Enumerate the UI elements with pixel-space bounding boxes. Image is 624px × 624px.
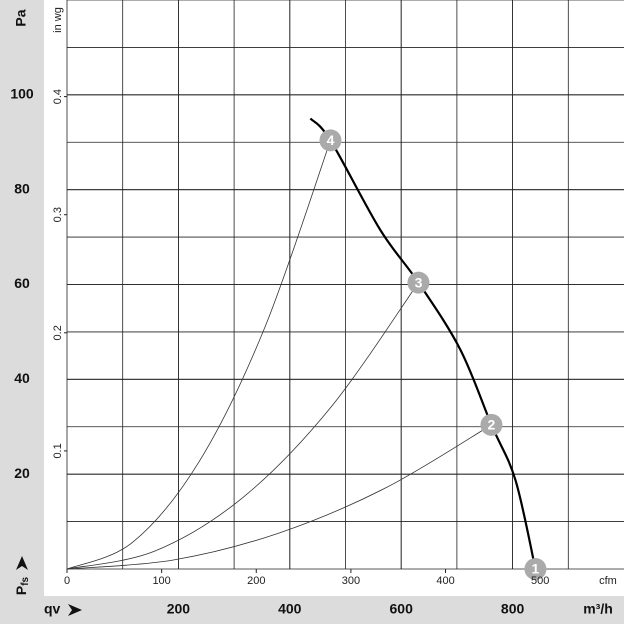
x2-tick-label: 0 bbox=[64, 575, 70, 587]
y-label-sub: fs bbox=[20, 576, 31, 585]
x2-tick-label: 200 bbox=[247, 575, 265, 587]
y-tick-label: 20 bbox=[14, 465, 30, 481]
y-unit: Pa bbox=[13, 9, 29, 26]
x2-unit: cfm bbox=[599, 575, 617, 587]
x-tick-label: 200 bbox=[167, 601, 191, 617]
y2-tick-label: 0.2 bbox=[52, 325, 64, 340]
y-tick-label: 60 bbox=[14, 275, 30, 291]
x2-tick-label: 100 bbox=[152, 575, 170, 587]
operating-point-label: 2 bbox=[488, 417, 496, 433]
y2-unit: in wg bbox=[52, 7, 64, 33]
y-label: Pfs bbox=[13, 576, 31, 595]
x-tick-label: 400 bbox=[278, 601, 302, 617]
x2-tick-label: 300 bbox=[342, 575, 360, 587]
x-unit: m³/h bbox=[583, 601, 613, 617]
operating-point-label: 3 bbox=[415, 274, 423, 290]
y2-tick-label: 0.1 bbox=[52, 443, 64, 458]
y-tick-label: 100 bbox=[10, 86, 34, 102]
bottom-band bbox=[0, 596, 624, 624]
grid bbox=[64, 0, 624, 573]
y-label-main: P bbox=[13, 586, 29, 595]
x-tick-label: 600 bbox=[390, 601, 414, 617]
operating-point bbox=[407, 271, 430, 294]
series-line bbox=[309, 117, 537, 570]
x2-tick-label: 400 bbox=[436, 575, 454, 587]
series-line bbox=[66, 424, 492, 570]
x-arrow bbox=[68, 604, 82, 616]
series-line bbox=[66, 282, 419, 570]
x-tick-label: 800 bbox=[501, 601, 525, 617]
operating-point-label: 1 bbox=[532, 561, 540, 577]
y2-tick-label: 0.3 bbox=[52, 207, 64, 222]
series-line bbox=[66, 140, 331, 570]
operating-point bbox=[524, 558, 547, 580]
operating-point-label: 4 bbox=[327, 132, 335, 148]
operating-point bbox=[480, 413, 503, 436]
y-tick-label: 40 bbox=[14, 370, 30, 386]
y2-tick-label: 0.4 bbox=[52, 89, 64, 104]
y-arrow bbox=[16, 556, 28, 570]
x-label: qv bbox=[44, 601, 61, 617]
y-tick-label: 80 bbox=[14, 180, 30, 196]
marks: 1 2 3 4 bbox=[66, 117, 547, 580]
left-band bbox=[0, 0, 44, 624]
operating-point bbox=[319, 129, 342, 152]
x2-tick-label: 500 bbox=[531, 575, 549, 587]
